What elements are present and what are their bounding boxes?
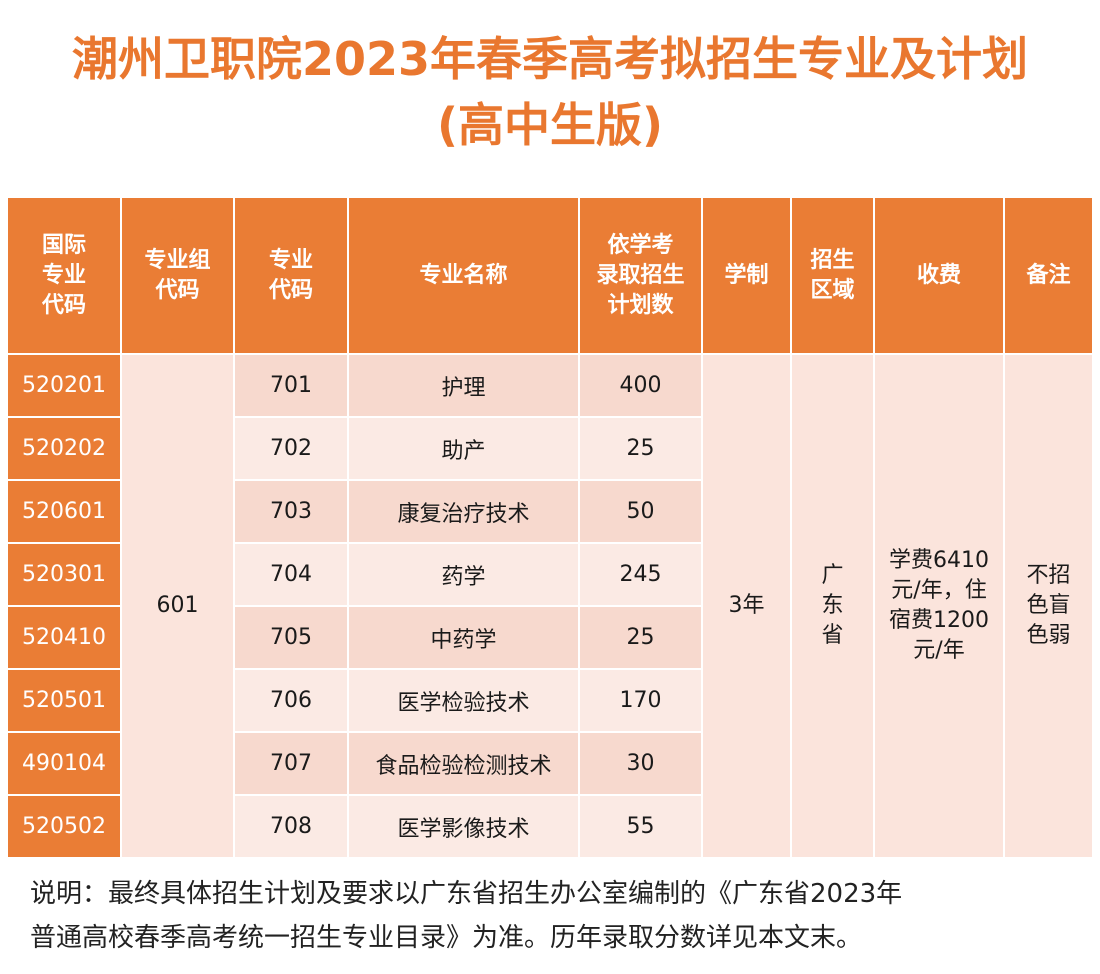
text-line: 色盲 (1026, 593, 1071, 618)
table-row: 520202 702 助产 25 (8, 418, 1092, 479)
text-line: 代码 (155, 277, 200, 303)
text-line: 色弱 (1026, 623, 1071, 648)
text-line: 依学考 (607, 232, 674, 258)
plan-count: 50 (580, 481, 701, 542)
major-code: 704 (235, 544, 347, 605)
text-line: 专业 (268, 247, 313, 273)
major-name: 中药学 (349, 607, 578, 668)
text-line: 普通高校春季高考统一招生专业目录》为准。历年录取分数详见本文末。 (30, 923, 863, 953)
text-line: 国际 (41, 232, 86, 258)
table-body: 520201 601 701 护理 400 3年广东省学费6410 元/年，住 宿费1200 元… (8, 355, 1092, 857)
text-line: 录取招生 (596, 262, 685, 288)
duration: 3年 (703, 355, 790, 857)
text-line: 收费 (916, 262, 961, 288)
major-name: 护理 (349, 355, 578, 416)
major-name: 康复治疗技术 (349, 481, 578, 542)
remark: 不招 色盲 色弱 (1005, 355, 1092, 857)
table-row: 520502 708 医学影像技术 55 (8, 796, 1092, 857)
header-cell: 收费 (875, 198, 1003, 353)
region: 广东省 (792, 355, 873, 857)
text-line: 区域 (810, 277, 855, 303)
text-line: 代码 (268, 277, 313, 303)
header-cell: 国际 专业 代码 (8, 198, 120, 353)
plan-count: 25 (580, 607, 701, 668)
major-code: 707 (235, 733, 347, 794)
plan-count: 245 (580, 544, 701, 605)
intl-code: 520601 (8, 481, 120, 542)
text-line: 东 (821, 593, 844, 618)
header-cell: 学制 (703, 198, 790, 353)
plan-count: 170 (580, 670, 701, 731)
table-row: 520201 601 701 护理 400 3年广东省学费6410 元/年，住 宿费1200 元… (8, 355, 1092, 857)
text-line: 广 (821, 563, 844, 588)
plan-count: 400 (580, 355, 701, 416)
plan-count: 30 (580, 733, 701, 794)
major-code: 703 (235, 481, 347, 542)
major-name: 助产 (349, 418, 578, 479)
header-cell: 依学考录取招生计划数 (580, 198, 701, 353)
text-line: 学制 (724, 262, 769, 288)
text-line: 专业组 (144, 247, 211, 273)
plan-table: 国际 专业 代码 专业组 代码 专业 代码 专业名称 依学考 录取招生 计划数 学制 招生 区域 收费 备注 … (6, 196, 1094, 859)
text-line: 专业 (41, 262, 86, 288)
intl-code: 520301 (8, 544, 120, 605)
note: 说明：最终具体招生计划及要求以广东省招生办公室编制的《广东省2023年 普通高校春… (30, 872, 902, 960)
intl-code: 520202 (8, 418, 120, 479)
major-code: 708 (235, 796, 347, 857)
text-line: 说明：最终具体招生计划及要求以广东省招生办公室编制的《广东省2023年 (30, 879, 903, 909)
text-line: 元/年 (913, 638, 965, 663)
text-line: 专业名称 (419, 262, 508, 288)
intl-code: 520501 (8, 670, 120, 731)
intl-code: 520410 (8, 607, 120, 668)
group-code: 601 (122, 355, 233, 857)
intl-code: 490104 (8, 733, 120, 794)
major-name: 食品检验检测技术 (349, 733, 578, 794)
header-cell: 招生 区域 (792, 198, 873, 353)
major-name: 医学检验技术 (349, 670, 578, 731)
major-name: 医学影像技术 (349, 796, 578, 857)
plan-count: 55 (580, 796, 701, 857)
text-line: 省 (821, 623, 844, 648)
text-line: 备注 (1026, 262, 1071, 288)
header-cell: 专业 代码 (235, 198, 347, 353)
intl-code: 520201 (8, 355, 120, 416)
header-cell: 专业名称 (349, 198, 578, 353)
text-line: 代码 (41, 292, 86, 318)
text-line: 学费6410 (889, 548, 989, 573)
header-cell: 专业组 代码 (122, 198, 233, 353)
table-row: 520601 703 康复治疗技术 50 (8, 481, 1092, 542)
intl-code: 520502 (8, 796, 120, 857)
major-code: 706 (235, 670, 347, 731)
table-row: 490104 707 食品检验检测技术 30 (8, 733, 1092, 794)
text-line: 不招 (1026, 563, 1071, 588)
text-line: 元/年，住 (891, 578, 987, 603)
table-row: 520301 704 药学 245 (8, 544, 1092, 605)
major-code: 702 (235, 418, 347, 479)
plan-count: 25 (580, 418, 701, 479)
header-row: 国际 专业 代码 专业组 代码 专业 代码 专业名称 依学考 录取招生 计划数 学制 招生 区域 收费 备注 (8, 198, 1092, 353)
text-line: 招生 (810, 247, 855, 273)
table-row: 520501 706 医学检验技术 170 (8, 670, 1092, 731)
text-line: 计划数 (607, 292, 674, 318)
major-name: 药学 (349, 544, 578, 605)
header-cell: 备注 (1005, 198, 1092, 353)
subtitle: (高中生版) (436, 98, 664, 152)
fee: 学费6410 元/年，住宿费1200 元/年 (875, 355, 1003, 857)
title: 潮州卫职院2023年春季高考拟招生专业及计划 (71, 32, 1029, 86)
major-code: 701 (235, 355, 347, 416)
text-line: 宿费1200 (889, 608, 989, 633)
table-row: 520410 705 中药学 25 (8, 607, 1092, 668)
major-code: 705 (235, 607, 347, 668)
